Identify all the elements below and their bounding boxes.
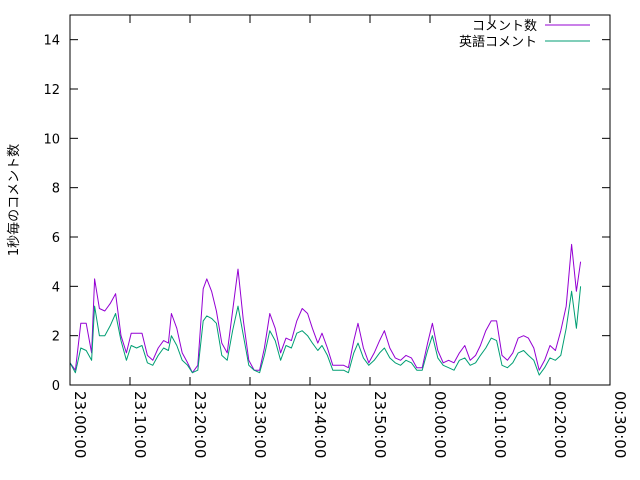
y-tick-label: 10 (43, 132, 60, 147)
series-layer (69, 243, 582, 376)
y-tick-label: 6 (52, 231, 60, 246)
y-tick-label: 2 (52, 330, 60, 345)
x-tick-label: 23:50:00 (371, 391, 389, 458)
legend-label-1: コメント数 (472, 19, 537, 34)
x-tick-label: 23:20:00 (191, 391, 209, 458)
y-tick-label: 12 (43, 83, 60, 98)
x-tick-label: 23:30:00 (251, 391, 269, 458)
y-tick-label: 0 (52, 379, 60, 394)
y-axis-label: 1秒毎のコメント数 (6, 144, 22, 256)
x-tick-label: 23:40:00 (311, 391, 329, 458)
x-tick-label: 00:00:00 (431, 391, 449, 458)
y-tick-label: 8 (52, 182, 60, 197)
x-tick-label: 00:10:00 (491, 391, 509, 458)
legend-label-2: 英語コメント (459, 34, 537, 50)
y-tick-label: 4 (52, 280, 60, 295)
y-tick-label: 14 (43, 34, 60, 49)
series-line-1 (69, 243, 582, 374)
series-line-2 (69, 286, 582, 376)
x-tick-label: 23:00:00 (71, 391, 89, 458)
x-tick-label: 00:20:00 (551, 391, 569, 458)
plot-frame (69, 14, 611, 386)
x-tick-label: 00:30:00 (611, 391, 629, 458)
x-tick-label: 23:10:00 (131, 391, 149, 458)
y-axis-ticks: 0 2 4 6 8 10 12 14 (43, 34, 610, 394)
x-axis-ticks: 23:00:00 23:10:00 23:20:00 23:30:00 23:40:00… (69, 15, 629, 458)
